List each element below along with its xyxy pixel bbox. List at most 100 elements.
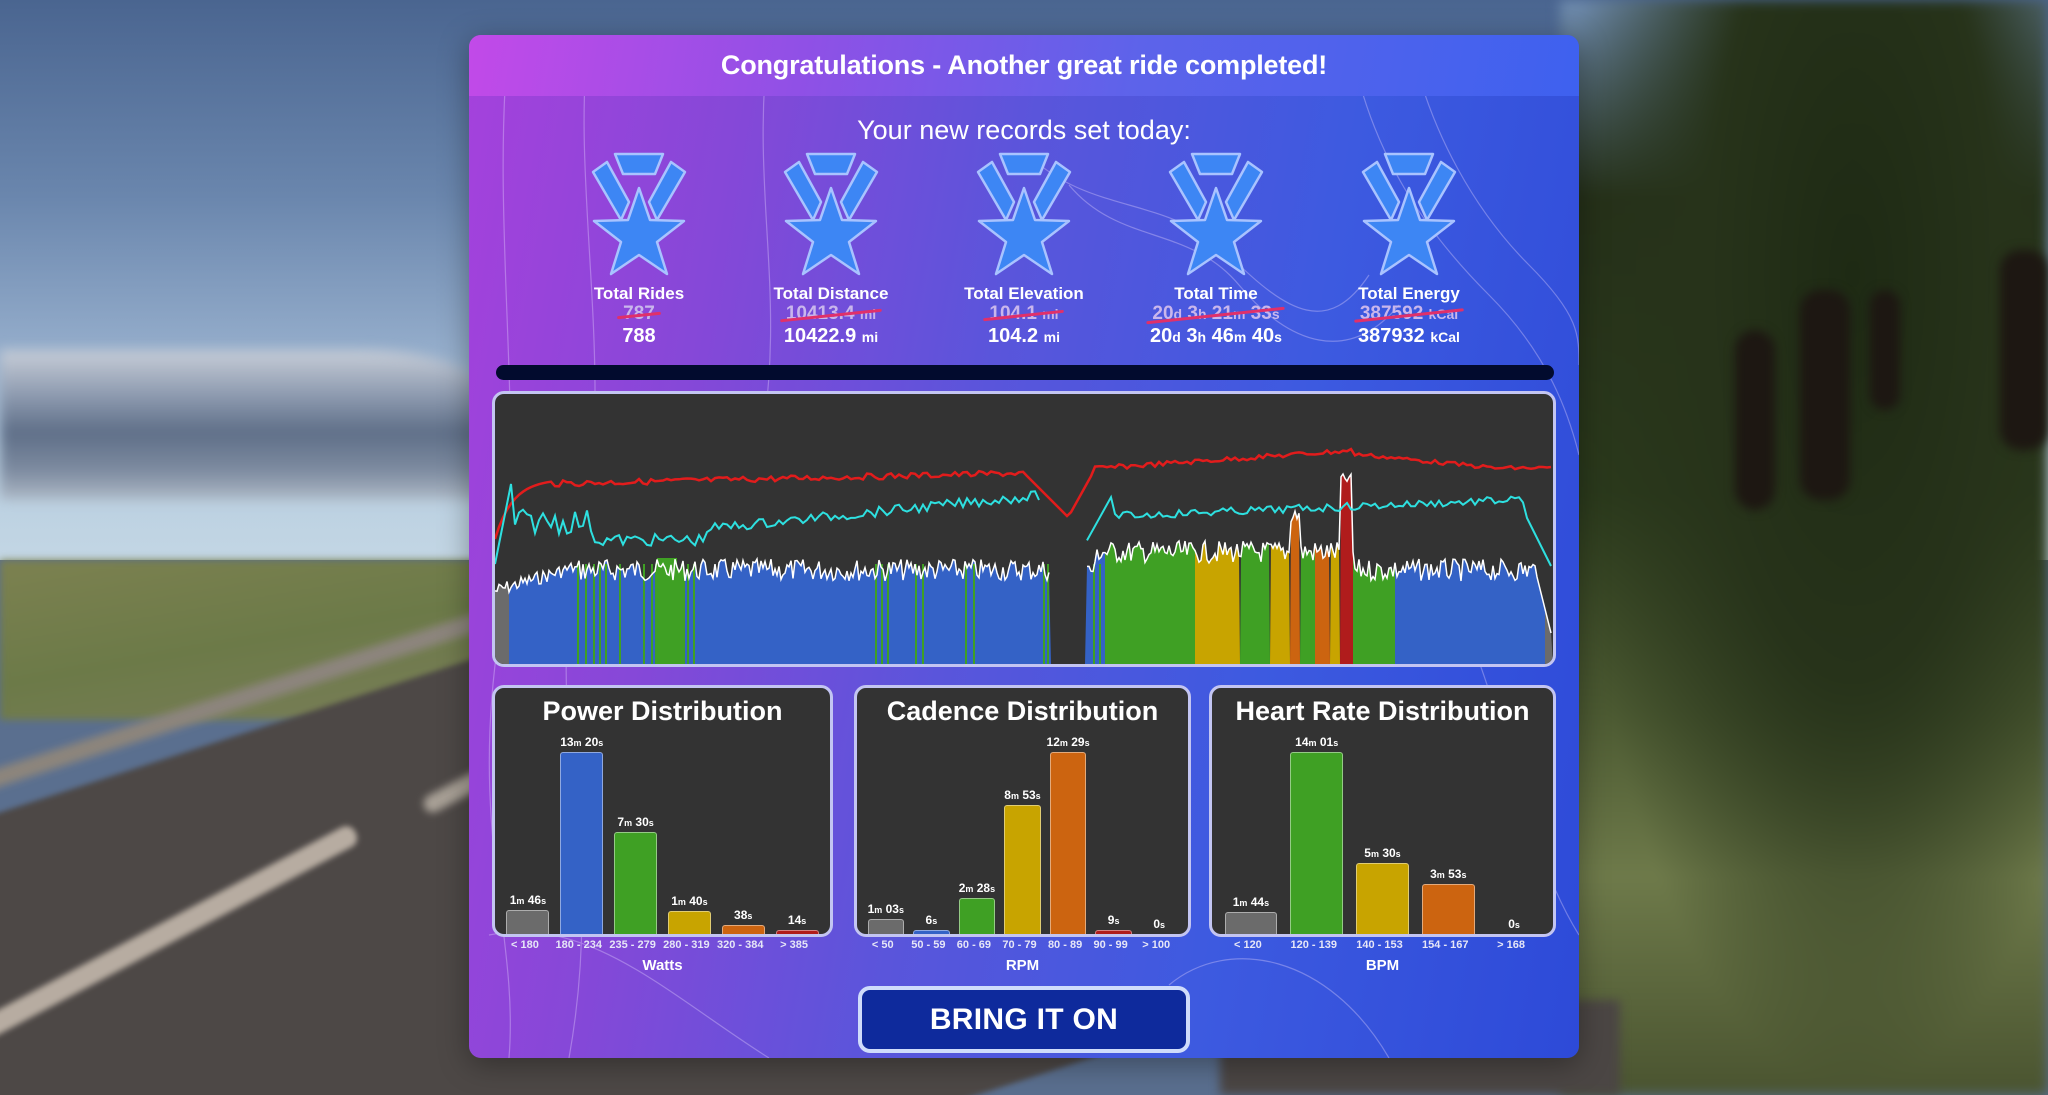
- bar-column: 1m 46s: [506, 744, 550, 934]
- bar-column: 7m 30s: [614, 744, 658, 934]
- records-row: Total Rides 787 788 Total Distance 10413…: [469, 148, 1579, 398]
- bar: [667, 911, 711, 934]
- bar: [867, 918, 904, 934]
- medal-star-icon: [783, 152, 879, 276]
- bar: [1290, 752, 1343, 934]
- tree-trunk: [1735, 330, 1775, 510]
- x-tick-label: 235 - 279: [609, 939, 656, 951]
- bar-value-label: 5m 30s: [1364, 845, 1401, 860]
- x-tick-label: 320 - 384: [717, 939, 764, 951]
- bar-column: 2m 28s: [958, 744, 996, 934]
- bar-column: 8m 53s: [1004, 744, 1041, 934]
- record-total-energy: Total Energy 387592 kCal 387932 kCal: [1309, 148, 1509, 348]
- cadence-distribution-chart: Cadence Distribution 1m 03s 6s 2m 28s 8m 53…: [854, 685, 1191, 937]
- x-tick-label: 154 - 167: [1422, 939, 1469, 951]
- bar-column: 3m 53s: [1421, 744, 1475, 934]
- bar-column: 5m 30s: [1356, 744, 1409, 934]
- heart-rate-distribution-panel: Heart Rate Distribution 1m 44s 14m 01s 5m …: [1209, 685, 1556, 974]
- bar-column: 38s: [721, 744, 765, 934]
- bars: 1m 44s 14m 01s 5m 30s 3m 53s 0s: [1218, 735, 1547, 934]
- x-tick-label: 180 - 234: [555, 939, 602, 951]
- record-new-value: 788: [622, 325, 656, 347]
- record-label: Total Distance: [773, 284, 889, 303]
- x-axis-labels: < 50 50 - 59 60 - 69 70 - 79 80 - 89 90 - 99 >…: [860, 939, 1185, 953]
- record-label: Total Time: [1174, 284, 1258, 303]
- bar-value-label: 14m 01s: [1295, 735, 1339, 749]
- bar-value-label: 8m 53s: [1004, 787, 1041, 802]
- bar-value-label: 0s: [1508, 917, 1520, 931]
- bar: [1421, 883, 1475, 934]
- record-old-value: 20d 3h 21m 33s: [1146, 303, 1286, 325]
- x-axis-labels: < 180 180 - 234 235 - 279 280 - 319 320 - 38…: [498, 939, 827, 953]
- medal-star-icon: [1168, 152, 1264, 276]
- bar: [1356, 862, 1409, 934]
- heart-rate-distribution-chart: Heart Rate Distribution 1m 44s 14m 01s 5m …: [1209, 685, 1556, 937]
- bar-column: 6s: [913, 744, 950, 934]
- record-label: Total Elevation: [964, 284, 1084, 303]
- bar-value-label: 13m 20s: [560, 735, 604, 749]
- tree-trunk: [2000, 250, 2048, 450]
- x-tick-label: < 120: [1233, 939, 1262, 951]
- x-axis-title: RPM: [1005, 957, 1040, 974]
- bar-value-label: 1m 40s: [671, 894, 708, 909]
- x-tick-label: < 50: [871, 939, 894, 951]
- bring-it-on-button[interactable]: BRING IT ON: [858, 986, 1190, 1053]
- record-total-distance: Total Distance 10413.4 mi 10422.9 mi: [731, 148, 931, 348]
- x-tick-label: 280 - 319: [663, 939, 710, 951]
- bar: [506, 909, 550, 934]
- bar-column: 1m 40s: [667, 744, 711, 934]
- bar-value-label: 12m 29s: [1046, 735, 1090, 749]
- x-tick-label: 120 - 139: [1290, 939, 1337, 951]
- bar-value-label: 0s: [1153, 917, 1166, 931]
- bar: [913, 930, 950, 934]
- bar: [1004, 804, 1041, 934]
- record-new-value: 387932 kCal: [1358, 325, 1460, 347]
- record-old-value: 10413.4 mi: [779, 303, 883, 325]
- bar-value-label: 1m 46s: [509, 892, 547, 907]
- bar: [775, 930, 819, 934]
- power-distribution-panel: Power Distribution 1m 46s 13m 20s 7m 30s 1m…: [492, 685, 833, 974]
- bar-value-label: 38s: [734, 908, 753, 923]
- tree-trunk: [1870, 290, 1900, 410]
- x-tick-label: 60 - 69: [956, 939, 992, 951]
- x-tick-label: 90 - 99: [1093, 939, 1128, 951]
- record-label: Total Energy: [1358, 284, 1460, 303]
- bar-value-label: 1m 03s: [867, 901, 904, 916]
- tree-trunk: [1800, 290, 1850, 500]
- bar: [958, 898, 996, 934]
- record-label: Total Rides: [593, 284, 685, 303]
- record-total-elevation: Total Elevation 104.1 mi 104.2 mi: [924, 148, 1124, 348]
- record-total-rides: Total Rides 787 788: [539, 148, 739, 347]
- bar-column: 0s: [1141, 744, 1177, 934]
- ride-timeline-chart: [492, 391, 1556, 667]
- bar: [721, 925, 765, 934]
- record-new-value: 104.2 mi: [988, 325, 1060, 347]
- x-tick-label: > 100: [1142, 939, 1171, 951]
- x-axis-title: BPM: [1365, 957, 1400, 974]
- bar-column: 13m 20s: [560, 735, 604, 934]
- record-old-value: 387592 kCal: [1354, 303, 1464, 325]
- chart-title: Power Distribution: [542, 696, 783, 726]
- bar-value-label: 14s: [787, 913, 807, 927]
- x-tick-label: < 180: [510, 939, 539, 951]
- bars: 1m 46s 13m 20s 7m 30s 1m 40s 38s 14s: [501, 735, 824, 934]
- chart-title: Cadence Distribution: [886, 696, 1159, 726]
- power-distribution-chart: Power Distribution 1m 46s 13m 20s 7m 30s 1m…: [492, 685, 833, 937]
- bar: [1095, 930, 1132, 934]
- bar-column: 0s: [1488, 744, 1541, 934]
- record-old-value: 104.1 mi: [983, 303, 1065, 325]
- bar-value-label: 9s: [1107, 913, 1120, 927]
- bar: [614, 831, 658, 934]
- ride-summary-modal: Congratulations - Another great ride com…: [469, 35, 1579, 1058]
- bar-column: 9s: [1095, 744, 1132, 934]
- x-tick-label: 50 - 59: [911, 939, 946, 951]
- x-axis-labels: < 120 120 - 139 140 - 153 154 - 167 > 168: [1215, 939, 1550, 953]
- record-new-value: 10422.9 mi: [783, 325, 879, 347]
- cadence-distribution-panel: Cadence Distribution 1m 03s 6s 2m 28s 8m 53…: [854, 685, 1191, 974]
- bar-column: 12m 29s: [1047, 735, 1090, 934]
- ship-background: [0, 350, 480, 500]
- bar: [560, 752, 604, 934]
- bar-column: 1m 03s: [867, 744, 904, 934]
- bar-value-label: 6s: [925, 913, 938, 927]
- bar-value-label: 7m 30s: [617, 814, 654, 829]
